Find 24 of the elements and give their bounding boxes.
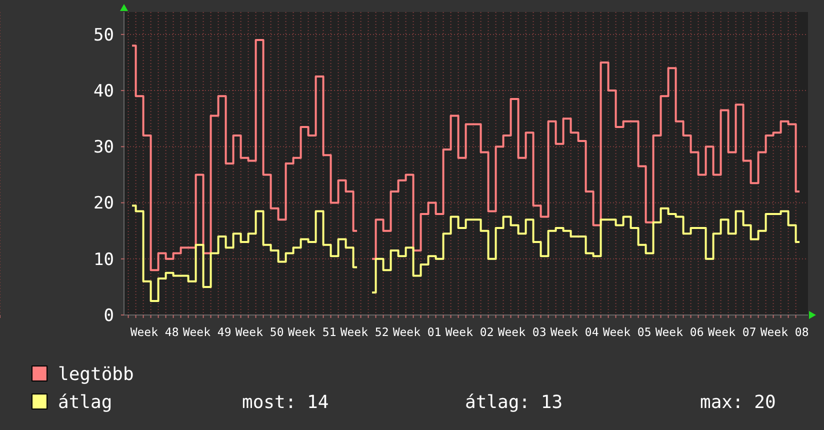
x-tick-label: Week 08	[760, 325, 809, 339]
x-tick-label: Week 04	[550, 325, 599, 339]
x-tick-label: Week 02	[445, 325, 494, 339]
x-tick-label: Week 06	[655, 325, 704, 339]
x-tick-label: Week 48	[130, 325, 179, 339]
legend-label: legtöbb	[58, 364, 134, 385]
text: most: 14	[242, 392, 329, 413]
legend-label: átlag	[58, 392, 112, 413]
x-tick-label: Week 03	[498, 325, 546, 339]
text: max: 20	[700, 392, 776, 413]
y-tick-label: 20	[94, 194, 114, 214]
y-tick-label: 0	[104, 306, 114, 326]
x-tick-label: Week 50	[235, 325, 284, 339]
y-tick-label: 40	[94, 82, 114, 102]
x-tick-label: Week 51	[288, 325, 336, 339]
x-tick-label: Week 52	[340, 325, 389, 339]
y-tick-label: 50	[94, 25, 114, 46]
x-tick-label: Week 01	[392, 325, 442, 339]
text: átlag: 13	[465, 392, 563, 413]
y-tick-label: 30	[94, 138, 114, 158]
x-tick-label: Week 05	[602, 325, 652, 339]
y-tick-label: 10	[94, 250, 114, 270]
x-tick-label: Week 07	[708, 325, 756, 339]
x-tick-label: Week 49	[182, 325, 232, 339]
